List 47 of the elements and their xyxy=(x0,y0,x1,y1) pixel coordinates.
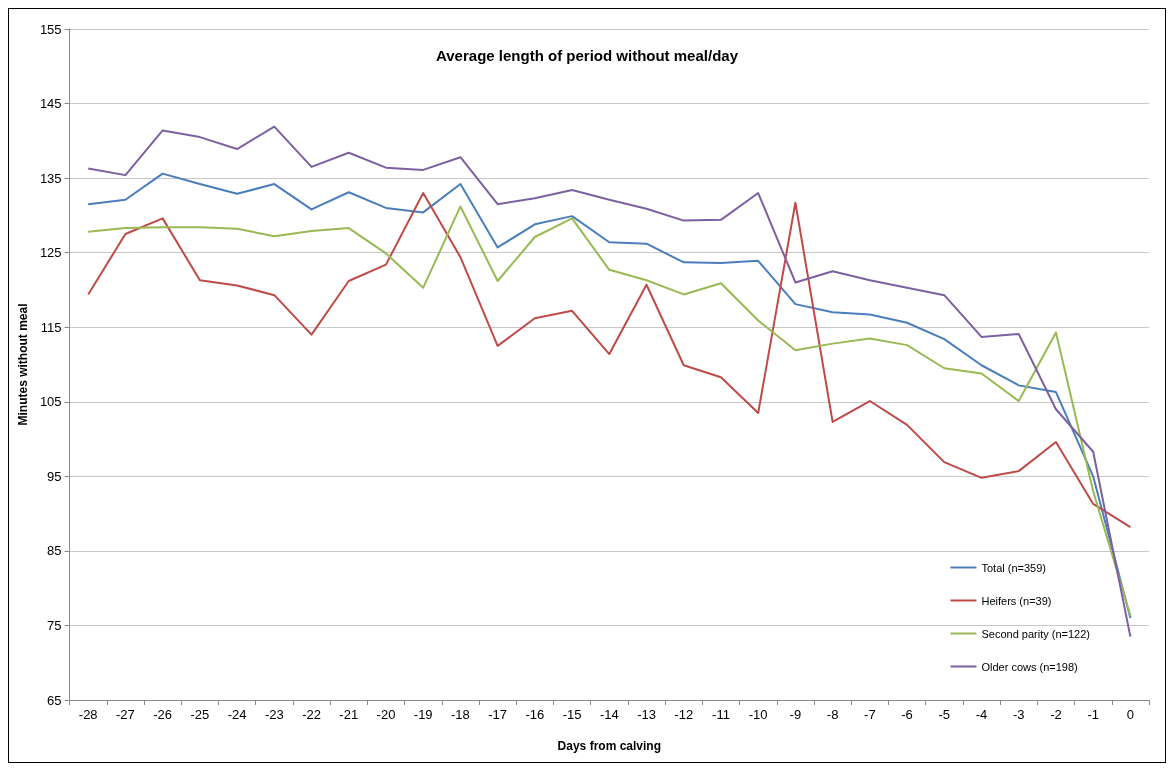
x-tick-label: -27 xyxy=(116,707,135,722)
x-tick-label: -10 xyxy=(748,707,768,722)
y-tick-label: 65 xyxy=(47,692,62,708)
x-tick-label: -26 xyxy=(153,707,173,722)
x-tick-label: -12 xyxy=(674,707,694,722)
y-tick-label: 125 xyxy=(39,245,62,261)
x-tick-label: -20 xyxy=(376,707,396,722)
y-tick-label: 115 xyxy=(40,319,62,335)
y-tick-label: 145 xyxy=(39,96,62,112)
x-tick-label: -24 xyxy=(227,707,247,722)
x-tick-label: -22 xyxy=(302,707,321,722)
y-tick-label: 155 xyxy=(39,21,62,37)
y-tick-label: 95 xyxy=(47,468,62,484)
x-tick-label: -14 xyxy=(599,707,619,722)
x-tick-label: 0 xyxy=(1126,707,1135,722)
x-tick-label: -8 xyxy=(826,707,839,722)
x-tick-label: -2 xyxy=(1050,707,1062,722)
x-tick-label: -21 xyxy=(339,707,359,722)
x-axis-title: Days from calving xyxy=(557,739,661,753)
x-tick-label: -7 xyxy=(864,707,876,722)
x-tick-label: -25 xyxy=(190,707,210,722)
x-tick-label: -23 xyxy=(264,707,284,722)
x-tick-label: -28 xyxy=(78,707,98,722)
y-tick-label: 85 xyxy=(47,543,62,559)
x-tick-label: -9 xyxy=(789,707,802,722)
x-tick-label: -3 xyxy=(1012,707,1025,722)
legend-label: Total (n=359) xyxy=(981,561,1046,574)
legend-label: Older cows (n=198) xyxy=(981,660,1078,673)
x-tick-label: -19 xyxy=(413,707,433,722)
x-tick-label: -17 xyxy=(488,707,508,722)
y-axis-title: Minutes without meal xyxy=(16,303,30,426)
y-tick-label: 135 xyxy=(39,170,62,186)
x-tick-label: -15 xyxy=(562,707,582,722)
x-tick-label: -1 xyxy=(1087,707,1099,722)
legend-label: Heifers (n=39) xyxy=(981,594,1052,607)
y-tick-label: 105 xyxy=(39,394,62,410)
x-tick-label: -6 xyxy=(901,707,913,722)
x-tick-label: -16 xyxy=(525,707,545,722)
x-tick-label: -13 xyxy=(637,707,656,722)
x-tick-label: -5 xyxy=(938,707,951,722)
x-tick-label: -18 xyxy=(451,707,470,722)
text: Average length of period without meal/day xyxy=(436,47,739,64)
line-series xyxy=(87,192,1132,529)
x-tick-label: -4 xyxy=(975,707,988,722)
legend-label: Second parity (n=122) xyxy=(981,627,1091,640)
y-tick-label: 75 xyxy=(47,617,62,633)
x-tick-label: -11 xyxy=(712,707,730,722)
